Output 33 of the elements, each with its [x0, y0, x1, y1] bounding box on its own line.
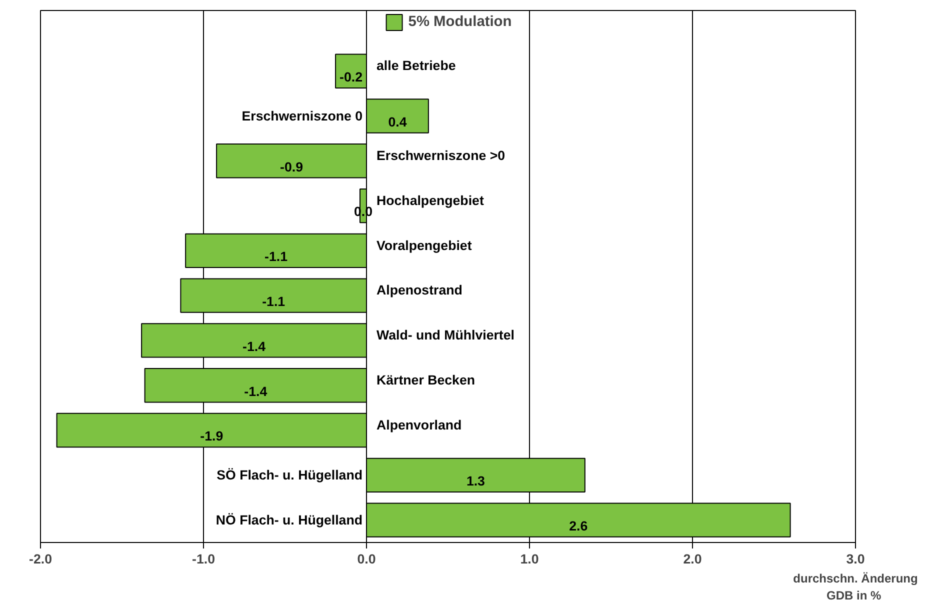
- x-tick-label: 2.0: [683, 552, 702, 566]
- y-tick-label: Alpenostrand: [376, 282, 462, 298]
- data-label: -1.4: [244, 384, 268, 399]
- data-label: 0.4: [388, 114, 408, 130]
- data-label: 2.6: [569, 518, 588, 534]
- x-tick-label: -1.0: [192, 552, 215, 566]
- y-tick-label: Voralpengebiet: [376, 238, 472, 253]
- y-tick-label: NÖ Flach- u. Hügelland: [216, 512, 363, 528]
- y-tick-label: Hochalpengebiet: [376, 192, 484, 208]
- y-tick-label: SÖ Flach- u. Hügelland: [216, 468, 363, 483]
- data-label: -1.1: [262, 294, 286, 309]
- data-label: -1.9: [200, 428, 224, 444]
- x-axis-title: durchschn. Änderung GDB in %: [793, 572, 918, 602]
- data-label: 1.3: [466, 474, 485, 489]
- legend-label: 5% Modulation: [408, 14, 512, 30]
- bar: [366, 98, 429, 134]
- y-tick-label: Kärtner Becken: [376, 372, 476, 388]
- x-tick-label: 1.0: [520, 552, 539, 566]
- data-label: -0.2: [340, 69, 362, 84]
- x-tick-label: 3.0: [846, 552, 865, 566]
- x-tick-label: 0.0: [357, 552, 376, 566]
- data-label: -1.1: [264, 249, 288, 264]
- y-tick-label: Erschwerniszone >0: [376, 148, 506, 164]
- bar: [216, 144, 367, 178]
- y-tick-label: Alpenvorland: [376, 417, 462, 432]
- bar: [335, 54, 367, 88]
- x-tick-label: -2.0: [29, 552, 52, 566]
- data-label: -0.9: [280, 159, 304, 174]
- y-tick-label: alle Betriebe: [376, 58, 456, 74]
- bar: [366, 458, 586, 492]
- y-tick-label: Wald- und Mühlviertel: [376, 328, 514, 343]
- data-label: -1.4: [242, 338, 266, 354]
- y-tick-label: Erschwerniszone 0: [242, 108, 363, 124]
